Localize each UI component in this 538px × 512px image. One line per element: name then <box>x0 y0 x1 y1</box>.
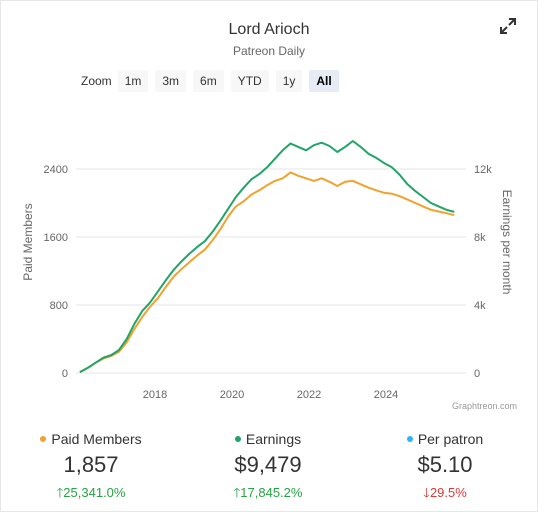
stat-paid-members: Paid Members 1,857 🡑25,341.0% <box>1 431 181 506</box>
x-tick-label: 2020 <box>220 389 244 401</box>
x-tick-label: 2022 <box>297 389 321 401</box>
stat-value: $9,479 <box>234 452 302 477</box>
zoom-label: Zoom <box>81 74 112 88</box>
stat-change-text: 29.5% <box>429 485 467 500</box>
stat-change: 🡑25,341.0% <box>1 484 181 506</box>
y-right-axis-title: Earnings per month <box>500 190 514 295</box>
zoom-button-1y[interactable]: 1y <box>275 70 303 92</box>
stat-change: 🡑17,845.2% <box>178 484 358 506</box>
stat-change-text: 25,341.0% <box>63 485 126 500</box>
stat-label: Per patron <box>355 431 535 447</box>
x-tick-label: 2024 <box>374 389 398 401</box>
y-left-tick-label: 2400 <box>44 164 68 176</box>
stat-change-text: 17,845.2% <box>240 485 303 500</box>
zoom-button-ytd[interactable]: YTD <box>230 70 269 92</box>
series-line-earnings[interactable] <box>79 140 455 373</box>
stat-earnings: Earnings $9,479 🡑17,845.2% <box>178 431 358 506</box>
credit-label[interactable]: Graphtreon.com <box>452 401 517 411</box>
grid-lines <box>76 168 466 374</box>
arrow-down-icon: 🡓 <box>423 485 430 500</box>
legend-dot <box>40 436 47 443</box>
y-left-tick-label: 1600 <box>44 232 68 244</box>
zoom-bar: Zoom 1m 3m 6m YTD 1y All <box>81 69 346 93</box>
zoom-button-3m[interactable]: 3m <box>155 70 187 92</box>
y-right-tick-label: 8k <box>474 232 486 244</box>
arrow-up-icon: 🡑 <box>233 485 241 500</box>
stat-label-text: Earnings <box>245 431 302 447</box>
zoom-button-6m[interactable]: 6m <box>193 70 224 92</box>
y-right-tick-label: 4k <box>474 300 486 312</box>
arrow-up-icon: 🡑 <box>56 485 64 500</box>
x-tick-label: 2018 <box>143 389 167 401</box>
zoom-button-all[interactable]: All <box>309 70 339 92</box>
series-group <box>79 140 455 373</box>
stat-change: 🡓29.5% <box>355 484 535 506</box>
y-right-tick-label: 12k <box>474 164 492 176</box>
legend-dot <box>406 436 413 443</box>
series-line-paid-members[interactable] <box>79 171 455 373</box>
expand-icon[interactable] <box>499 17 517 35</box>
stat-label-text: Paid Members <box>51 431 142 447</box>
line-chart: 2400 1600 800 0 12k 8k 4k 0 2018 2020 20… <box>21 140 517 411</box>
stat-label-text: Per patron <box>417 431 484 447</box>
stat-per-patron: Per patron $5.10 🡓29.5% <box>355 431 535 506</box>
chart-subtitle: Patreon Daily <box>232 44 306 58</box>
chart-title: Lord Arioch <box>228 21 310 38</box>
stat-value: $5.10 <box>417 452 473 477</box>
zoom-button-1m[interactable]: 1m <box>117 70 149 92</box>
y-left-tick-label: 0 <box>62 368 68 380</box>
y-left-tick-label: 800 <box>50 300 68 312</box>
stat-label: Paid Members <box>1 431 181 447</box>
stat-label: Earnings <box>178 431 358 447</box>
y-right-tick-label: 0 <box>474 368 480 380</box>
y-left-axis-title: Paid Members <box>21 203 35 280</box>
stat-value: 1,857 <box>63 452 119 477</box>
legend-dot <box>234 436 241 443</box>
